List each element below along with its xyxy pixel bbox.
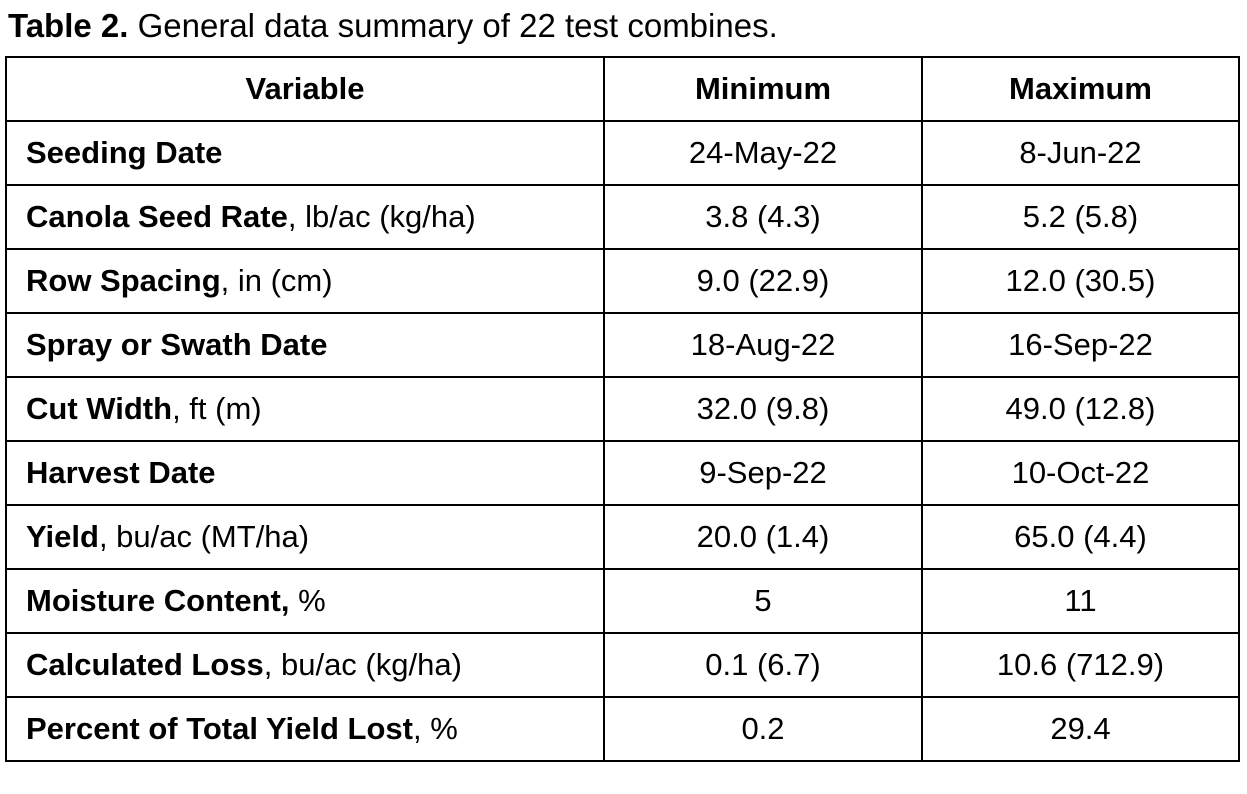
variable-cell: Percent of Total Yield Lost, % xyxy=(5,696,605,762)
maximum-cell: 29.4 xyxy=(921,696,1240,762)
variable-unit: , ft (m) xyxy=(172,391,262,426)
maximum-cell: 65.0 (4.4) xyxy=(921,504,1240,570)
caption-text: General data summary of 22 test combines… xyxy=(128,7,778,44)
maximum-cell: 11 xyxy=(921,568,1240,634)
table-row: Canola Seed Rate, lb/ac (kg/ha) 3.8 (4.3… xyxy=(5,184,1240,250)
variable-name: Cut Width xyxy=(26,391,173,426)
table-row: Row Spacing, in (cm) 9.0 (22.9) 12.0 (30… xyxy=(5,248,1240,314)
minimum-cell: 20.0 (1.4) xyxy=(603,504,923,570)
variable-cell: Cut Width, ft (m) xyxy=(5,376,605,442)
minimum-cell: 24-May-22 xyxy=(603,120,923,186)
minimum-cell: 0.2 xyxy=(603,696,923,762)
table-row: Seeding Date 24-May-22 8-Jun-22 xyxy=(5,120,1240,186)
table-row: Calculated Loss, bu/ac (kg/ha) 0.1 (6.7)… xyxy=(5,632,1240,698)
data-summary-table: Variable Minimum Maximum Seeding Date 24… xyxy=(5,56,1240,762)
variable-unit: , bu/ac (MT/ha) xyxy=(98,519,310,554)
table-row: Harvest Date 9-Sep-22 10-Oct-22 xyxy=(5,440,1240,506)
minimum-cell: 0.1 (6.7) xyxy=(603,632,923,698)
variable-name: Row Spacing xyxy=(26,263,221,298)
minimum-cell: 9.0 (22.9) xyxy=(603,248,923,314)
variable-unit: , bu/ac (kg/ha) xyxy=(263,647,462,682)
header-maximum: Maximum xyxy=(921,56,1240,122)
variable-unit: , lb/ac (kg/ha) xyxy=(287,199,476,234)
variable-cell: Seeding Date xyxy=(5,120,605,186)
header-minimum: Minimum xyxy=(603,56,923,122)
variable-unit: , in (cm) xyxy=(220,263,333,298)
variable-unit: , % xyxy=(413,711,458,746)
variable-cell: Row Spacing, in (cm) xyxy=(5,248,605,314)
variable-cell: Calculated Loss, bu/ac (kg/ha) xyxy=(5,632,605,698)
variable-name: Canola Seed Rate xyxy=(26,199,288,234)
maximum-cell: 5.2 (5.8) xyxy=(921,184,1240,250)
variable-cell: Canola Seed Rate, lb/ac (kg/ha) xyxy=(5,184,605,250)
maximum-cell: 8-Jun-22 xyxy=(921,120,1240,186)
minimum-cell: 3.8 (4.3) xyxy=(603,184,923,250)
variable-name: Seeding Date xyxy=(26,135,223,170)
maximum-cell: 10.6 (712.9) xyxy=(921,632,1240,698)
header-row: Variable Minimum Maximum xyxy=(5,56,1240,122)
table-row: Cut Width, ft (m) 32.0 (9.8) 49.0 (12.8) xyxy=(5,376,1240,442)
maximum-cell: 49.0 (12.8) xyxy=(921,376,1240,442)
minimum-cell: 9-Sep-22 xyxy=(603,440,923,506)
variable-name: Calculated Loss xyxy=(26,647,264,682)
minimum-cell: 18-Aug-22 xyxy=(603,312,923,378)
maximum-cell: 12.0 (30.5) xyxy=(921,248,1240,314)
variable-cell: Spray or Swath Date xyxy=(5,312,605,378)
table-row: Yield, bu/ac (MT/ha) 20.0 (1.4) 65.0 (4.… xyxy=(5,504,1240,570)
minimum-cell: 32.0 (9.8) xyxy=(603,376,923,442)
table-caption: Table 2. General data summary of 22 test… xyxy=(8,6,778,46)
table-row: Moisture Content, % 5 11 xyxy=(5,568,1240,634)
variable-cell: Yield, bu/ac (MT/ha) xyxy=(5,504,605,570)
variable-name: Spray or Swath Date xyxy=(26,327,328,362)
variable-name: Yield xyxy=(26,519,99,554)
caption-label: Table 2. xyxy=(8,7,129,44)
variable-name: Harvest Date xyxy=(26,455,216,490)
minimum-cell: 5 xyxy=(603,568,923,634)
variable-cell: Harvest Date xyxy=(5,440,605,506)
variable-unit: % xyxy=(289,583,326,618)
table-row: Spray or Swath Date 18-Aug-22 16-Sep-22 xyxy=(5,312,1240,378)
table-row: Percent of Total Yield Lost, % 0.2 29.4 xyxy=(5,696,1240,762)
variable-cell: Moisture Content, % xyxy=(5,568,605,634)
variable-name: Moisture Content, xyxy=(26,583,290,618)
variable-name: Percent of Total Yield Lost xyxy=(26,711,413,746)
maximum-cell: 10-Oct-22 xyxy=(921,440,1240,506)
header-variable: Variable xyxy=(5,56,605,122)
maximum-cell: 16-Sep-22 xyxy=(921,312,1240,378)
